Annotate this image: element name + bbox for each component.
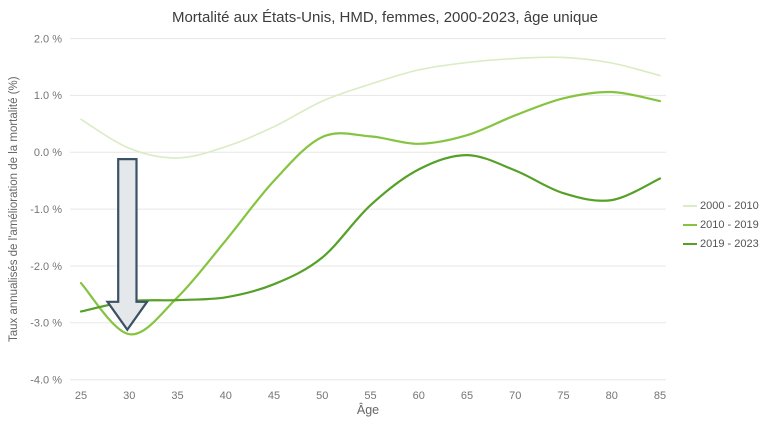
x-tick-label: 85 [654,390,666,402]
y-tick-label: -3.0 % [30,318,62,330]
x-tick-label: 75 [557,390,569,402]
x-tick-label: 40 [220,390,232,402]
legend-item: 2019 - 2023 [683,238,759,250]
x-tick-label: 70 [509,390,521,402]
series-line-2010-2019 [79,90,662,336]
y-tick-label: 0.0 % [34,147,62,159]
y-tick-label: -4.0 % [30,375,62,387]
chart-title: Mortalité aux États-Unis, HMD, femmes, 2… [171,9,599,26]
x-tick-label: 50 [316,390,328,402]
series-line-2000-2010 [80,56,661,159]
x-tick-label: 30 [123,390,135,402]
y-tick-label: 2.0 % [34,33,62,45]
x-axis-title: Âge [356,403,380,417]
legend-line-swatch [683,223,697,227]
x-tick-label: 65 [461,390,473,402]
legend-item: 2010 - 2019 [683,219,759,231]
legend-line-swatch [683,242,697,246]
series-line-2019-2023 [79,153,662,313]
y-tick-label: -2.0 % [30,261,62,273]
x-tick-label: 55 [364,390,376,402]
legend: 2000 - 2010 2010 - 2019 2019 - 2023 [683,200,759,250]
y-tick-label: 1.0 % [34,90,62,102]
x-tick-label: 60 [413,390,425,402]
x-tick-label: 35 [171,390,183,402]
legend-line-swatch [683,204,697,208]
legend-item: 2000 - 2010 [683,200,759,212]
y-tick-label: -1.0 % [30,204,62,216]
legend-label: 2019 - 2023 [700,238,759,250]
legend-label: 2000 - 2010 [700,200,759,212]
x-tick-label: 25 [75,390,87,402]
annotation-down-arrow [105,158,150,332]
x-tick-label: 45 [268,390,280,402]
legend-label: 2010 - 2019 [700,219,759,231]
x-tick-label: 80 [606,390,618,402]
